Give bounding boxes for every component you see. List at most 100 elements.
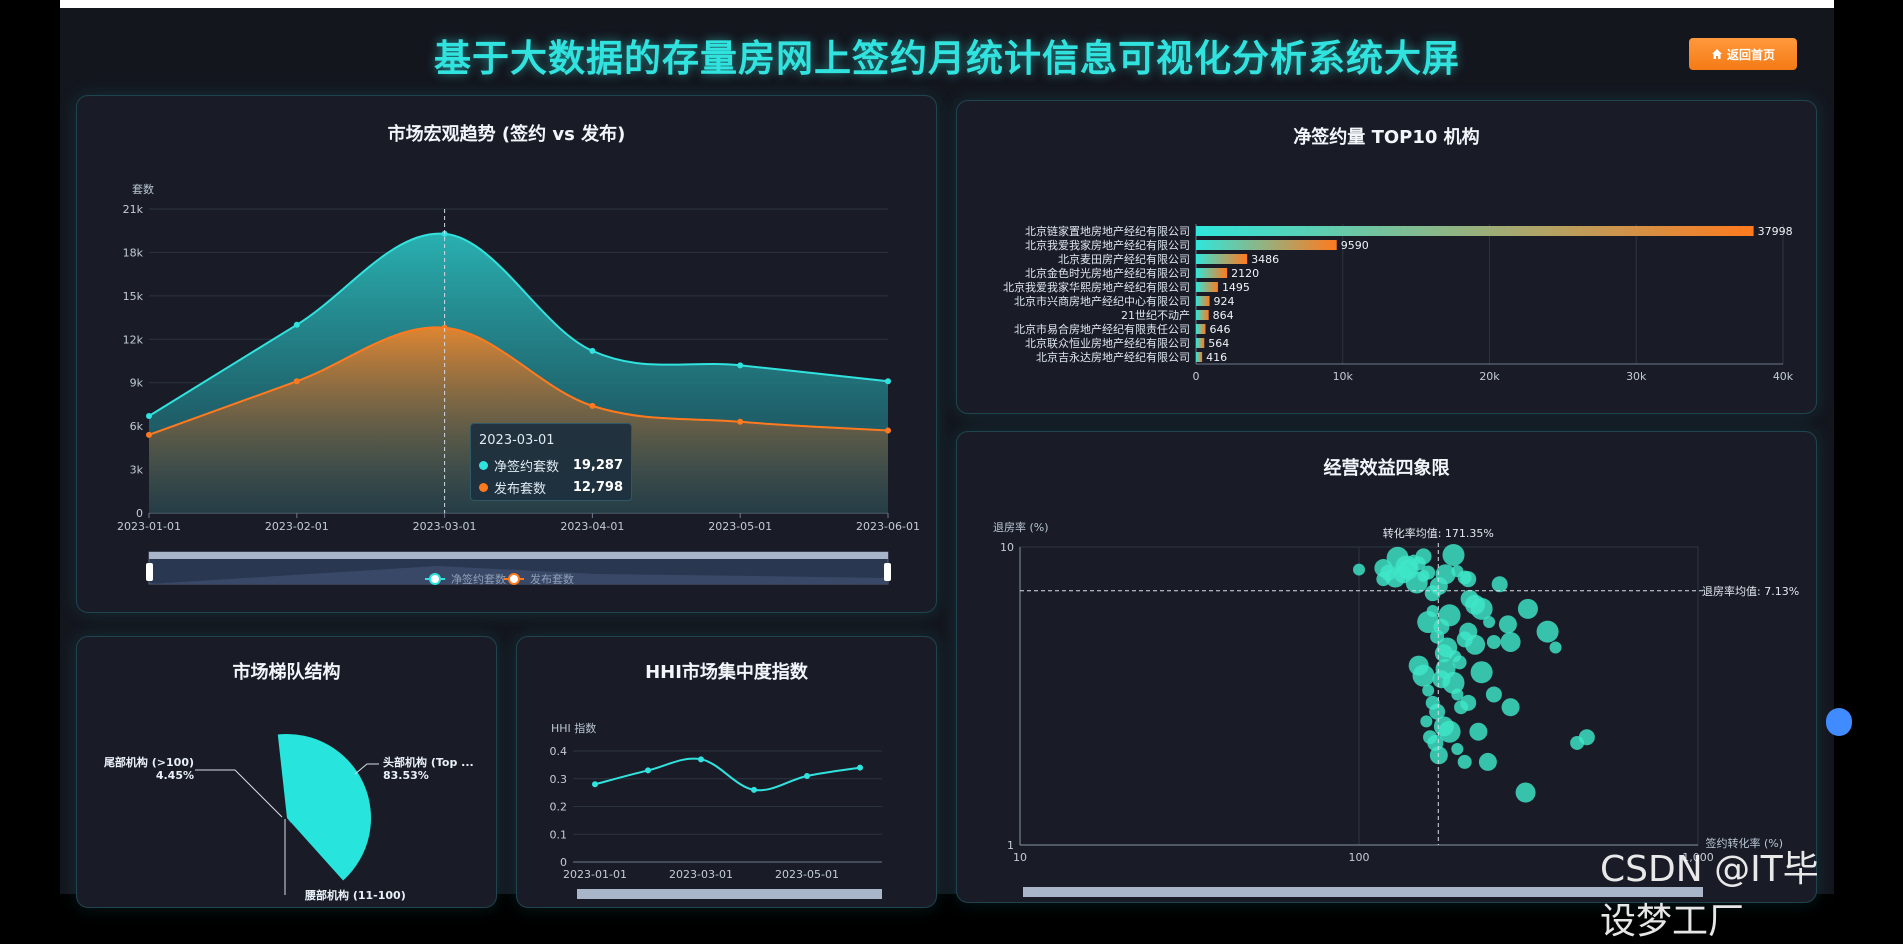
datazoom-left-handle[interactable] (146, 563, 153, 581)
quadrant-x-label: 签约转化率 (%) (1705, 836, 1783, 850)
quadrant-bubble (1435, 564, 1456, 585)
trend-point (146, 413, 152, 420)
top10-value-label: 864 (1213, 309, 1234, 322)
top10-x-tick: 0 (1193, 370, 1200, 383)
top10-value-label: 924 (1214, 295, 1235, 308)
quadrant-bubble (1452, 655, 1467, 670)
quadrant-bubble (1438, 604, 1461, 627)
tier-title: 市场梯队结构 (232, 662, 341, 683)
quadrant-bubble (1442, 544, 1465, 567)
quadrant-bubble (1465, 634, 1486, 655)
trend-panel: 市场宏观趋势 (签约 vs 发布) 0 3k 6k 9k 12k 15k 18k 21k 202… (76, 95, 937, 613)
back-home-label: 返回首页 (1726, 47, 1775, 62)
quadrant-bubble (1421, 565, 1436, 580)
tooltip-row-2: 发布套数 12,798 (479, 478, 623, 497)
quadrant-bubble (1426, 604, 1439, 617)
hhi-point (751, 786, 757, 793)
trend-y-tick: 0 (136, 507, 143, 520)
quadrant-title: 经营效益四象限 (1323, 458, 1450, 479)
legend-orange-marker (508, 573, 520, 585)
quadrant-bubble (1429, 746, 1448, 765)
top10-x-tick: 20k (1479, 370, 1500, 383)
datazoom-bar[interactable] (149, 552, 888, 559)
quadrant-bubble (1429, 703, 1446, 720)
top10-value-label: 3486 (1251, 253, 1279, 266)
trend-y-tick: 6k (130, 420, 144, 433)
legend-series-1[interactable]: 净签约套数 (451, 572, 506, 586)
trend-y-tick: 18k (123, 246, 144, 259)
pie-label-tail-name: 尾部机构 (>100) (103, 755, 194, 769)
trend-line-1 (148, 232, 889, 417)
top10-value-label: 416 (1206, 351, 1227, 364)
hhi-line (594, 757, 861, 792)
quadrant-bubble (1420, 715, 1433, 728)
hhi-point (857, 764, 863, 771)
quadrant-bubble (1578, 729, 1595, 746)
quadrant-bubble (1415, 548, 1432, 565)
top10-bar (1196, 324, 1206, 334)
quadrant-avg-x-label: 转化率均值: 171.35% (1383, 526, 1494, 540)
quadrant-x-tick: 10 (1013, 851, 1027, 864)
side-float-button[interactable] (1826, 708, 1852, 736)
quadrant-avg-y-label: 退房率均值: 7.13% (1702, 584, 1799, 598)
top10-x-tick: 40k (1773, 370, 1794, 383)
hhi-point (698, 756, 704, 763)
datazoom-right-handle[interactable] (884, 563, 891, 581)
tier-chart: 尾部机构 (>100) 4.45% 头部机构 (Top ... 83.53% 腰… (103, 734, 474, 902)
trend-title: 市场宏观趋势 (签约 vs 发布) (387, 124, 626, 145)
quadrant-bubble (1515, 782, 1536, 803)
top10-value-label: 9590 (1341, 239, 1369, 252)
top10-category-label: 北京金色时光房地产经纪有限公司 (1025, 266, 1190, 280)
quadrant-y-tick: 1 (1007, 839, 1014, 852)
trend-point (293, 378, 300, 385)
trend-line-2 (148, 326, 889, 436)
trend-point (589, 402, 596, 409)
hhi-datazoom[interactable] (577, 889, 882, 899)
quadrant-bubble (1451, 688, 1464, 701)
page-title: 基于大数据的存量房网上签约月统计信息可视化分析系统大屏 (434, 37, 1460, 80)
trend-x-tick: 2023-03-01 (413, 520, 477, 533)
hhi-y-tick: 0.2 (550, 801, 568, 814)
quadrant-panel: 经营效益四象限 10 100 1,000 1 10 转化率均值: 171.35% 退房率均… (956, 431, 1817, 903)
quadrant-bubble (1491, 576, 1508, 593)
hhi-y-tick: 0.4 (550, 745, 568, 758)
quadrant-bubble (1485, 686, 1502, 703)
trend-y-tick: 21k (123, 203, 144, 216)
top10-panel: 净签约量 TOP10 机构 0 10k 20k 30k 40k 北京链家置地房地产经纪有… (956, 100, 1817, 414)
trend-chart: 0 3k 6k 9k 12k 15k 18k 21k 2023-01-01 2023-02-01 2… (117, 183, 920, 586)
trend-point (737, 418, 744, 425)
top10-value-label: 1495 (1222, 281, 1250, 294)
tooltip-name-2: 发布套数 (494, 482, 547, 497)
quadrant-bubble (1486, 634, 1501, 649)
pie-slice-3 (287, 818, 291, 823)
quadrant-bubble (1470, 597, 1493, 620)
quadrant-bubble (1483, 616, 1496, 629)
quadrant-datazoom[interactable] (1023, 887, 1703, 897)
home-icon (1711, 49, 1722, 59)
back-home-button[interactable]: 返回首页 (1689, 38, 1797, 70)
top10-value-label: 564 (1208, 337, 1229, 350)
quadrant-x-tick: 1,000 (1682, 851, 1714, 864)
quadrant-bubble (1460, 694, 1477, 711)
trend-point (885, 427, 891, 434)
tooltip-value-2: 12,798 (572, 480, 623, 495)
top10-x-tick: 10k (1333, 370, 1354, 383)
hhi-x-tick: 2023-03-01 (669, 868, 733, 881)
pie-label-head-name: 头部机构 (Top ... (383, 755, 474, 769)
hhi-point (804, 772, 810, 779)
legend-series-2[interactable]: 发布套数 (530, 572, 574, 586)
top10-bar (1196, 240, 1337, 250)
trend-x-tick: 2023-01-01 (117, 520, 181, 533)
top10-category-label: 北京麦田房产经纪有限公司 (1058, 252, 1190, 266)
top10-value-label: 646 (1209, 323, 1230, 336)
pie-leader-tail (195, 769, 283, 818)
top-border (60, 0, 1834, 8)
hhi-y-tick: 0 (560, 856, 567, 869)
legend-cyan-marker (429, 573, 441, 585)
trend-y-tick: 3k (130, 464, 144, 477)
trend-point (293, 321, 300, 328)
pie-slice-2 (287, 818, 292, 823)
trend-legend[interactable]: 净签约套数 发布套数 (425, 572, 574, 586)
csdn-watermark: CSDN @IT毕设梦工厂 (1600, 849, 1819, 942)
